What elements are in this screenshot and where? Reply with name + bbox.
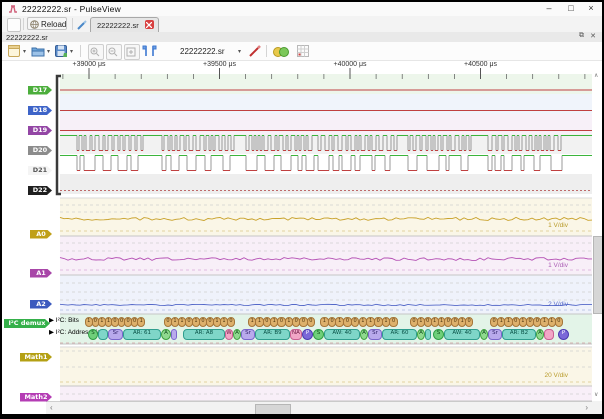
trace-band-d22	[60, 174, 592, 194]
session-tab-label: 22222222.sr	[97, 21, 139, 30]
reload-button[interactable]: Reload	[27, 17, 67, 30]
trace-band-a0	[60, 198, 592, 236]
wave-a0	[59, 216, 593, 221]
window-title: 22222222.sr - PulseView	[22, 4, 121, 14]
trace-band-math2	[60, 386, 592, 401]
toolbar-separator	[266, 45, 267, 57]
new-session-document-icon[interactable]	[7, 18, 21, 32]
tab-close-icon[interactable]	[144, 20, 154, 29]
trace-band-a1	[60, 236, 592, 275]
trace-band-d19	[60, 114, 592, 134]
trace-group-bracket[interactable]	[55, 74, 61, 196]
scroll-left-icon[interactable]: ‹	[50, 403, 53, 412]
trace-band-a2	[60, 275, 592, 314]
dock-close-icon[interactable]: ✕	[590, 33, 596, 40]
scroll-down-icon[interactable]: ∨	[594, 392, 599, 398]
trace-band-math1	[60, 347, 592, 386]
scrollbar-corner	[592, 401, 602, 414]
minimize-button[interactable]: –	[546, 3, 552, 13]
scroll-right-icon[interactable]: ›	[585, 403, 588, 412]
zoom-in-icon[interactable]	[88, 44, 104, 60]
wave-a2	[59, 303, 592, 307]
globe-icon	[30, 20, 39, 31]
zoom-out-icon[interactable]	[106, 44, 122, 60]
ruler-label: +40500 μs	[464, 61, 498, 68]
open-file-icon[interactable]	[31, 44, 45, 63]
zoom-fit-icon[interactable]	[124, 44, 140, 60]
maximize-button[interactable]: □	[568, 3, 574, 13]
main-toolbar: Reload 22222222.sr	[2, 16, 602, 35]
toolbar-separator	[72, 18, 73, 30]
toolbar-separator	[80, 45, 81, 57]
channels-icon[interactable]	[272, 45, 290, 57]
vertical-scrollbar[interactable]: ∧ ∨	[592, 60, 602, 401]
horizontal-scrollbar-thumb[interactable]	[255, 404, 291, 414]
new-view-icon[interactable]	[7, 44, 21, 63]
window-content: 22222222.sr - PulseView – □ × Reload 222…	[2, 2, 602, 414]
trace-band-i2c	[60, 314, 592, 344]
wave-a1	[59, 257, 592, 261]
session-toolbar: ▾ ▾ ▾ 22222222.sr ▾	[2, 42, 602, 61]
close-button[interactable]: ×	[588, 3, 594, 13]
show-cursors-icon[interactable]	[142, 44, 158, 58]
vertical-scrollbar-thumb[interactable]	[593, 236, 602, 314]
add-decoder-icon[interactable]	[296, 44, 310, 58]
trace-band-d18	[60, 94, 592, 114]
scroll-up-icon[interactable]: ∧	[594, 73, 599, 79]
session-tab[interactable]: 22222222.sr	[90, 17, 159, 35]
chevron-down-icon[interactable]: ▾	[70, 49, 74, 55]
wave-d21-edges	[76, 155, 563, 171]
ruler-label: +40000 μs	[333, 61, 367, 68]
chevron-down-icon[interactable]: ▾	[47, 49, 51, 55]
trace-band-d17	[60, 74, 592, 94]
chevron-down-icon[interactable]: ▾	[23, 49, 27, 55]
reload-label: Reload	[41, 20, 67, 29]
app-icon	[8, 4, 18, 16]
dock-float-icon[interactable]: ⧉	[579, 32, 584, 39]
ruler-label: +39500 μs	[203, 61, 237, 68]
chevron-down-icon[interactable]: ▾	[238, 49, 242, 55]
save-file-icon[interactable]	[54, 44, 68, 63]
dock-title: 22222222.sr	[6, 33, 48, 42]
title-bar: 22222222.sr - PulseView – □ ×	[2, 2, 602, 16]
wand-icon[interactable]	[76, 18, 88, 30]
device-selector[interactable]: 22222222.sr	[180, 47, 225, 56]
wave-d20-edges	[76, 135, 562, 151]
toolbar-separator	[23, 18, 24, 30]
probe-connect-icon[interactable]	[248, 44, 262, 58]
ruler-label: +39000 μs	[72, 61, 106, 68]
trace-canvas[interactable]: +39000 μs +39500 μs +40000 μs +40500 μs	[2, 2, 602, 414]
